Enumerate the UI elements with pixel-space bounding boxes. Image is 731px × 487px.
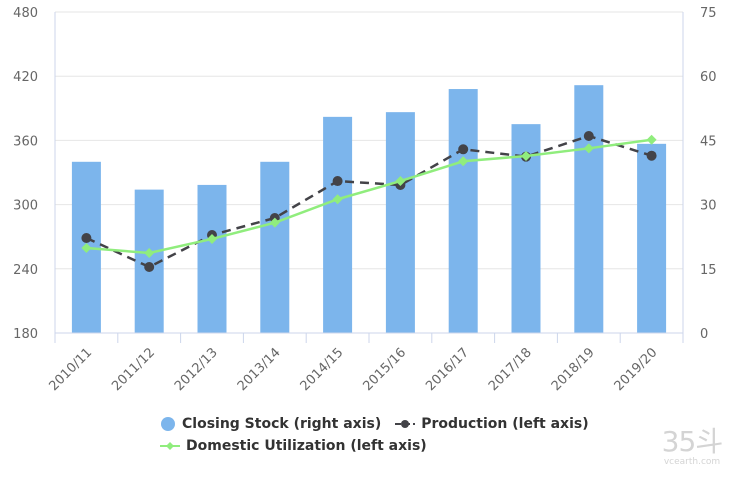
bar-closing-stock bbox=[574, 85, 604, 333]
bar-closing-stock bbox=[323, 116, 353, 333]
utilization-point bbox=[207, 233, 217, 244]
line-series-domestic-utilization bbox=[81, 134, 657, 258]
production-point bbox=[332, 176, 343, 187]
utilization-line-path bbox=[86, 138, 652, 255]
x-axis-tick-label: 2019/20 bbox=[612, 345, 661, 394]
utilization-point bbox=[583, 143, 594, 154]
left-axis-tick-label: 180 bbox=[13, 327, 38, 342]
x-axis-tick-label: 2015/16 bbox=[360, 345, 409, 394]
legend-label: Closing Stock (right axis) bbox=[182, 416, 382, 432]
right-axis-tick-label: 75 bbox=[700, 6, 717, 21]
left-axis-tick-label: 360 bbox=[13, 134, 38, 149]
production-point bbox=[583, 131, 594, 142]
x-axis-tick-label: 2012/13 bbox=[172, 345, 221, 394]
line-series-production bbox=[81, 131, 657, 272]
legend-label: Production (left axis) bbox=[421, 416, 589, 432]
legend-item-production[interactable]: Production (left axis) bbox=[395, 416, 589, 432]
legend-item-domestic-utilization[interactable]: Domestic Utilization (left axis) bbox=[160, 438, 427, 454]
production-point bbox=[458, 144, 469, 155]
production-point bbox=[144, 261, 155, 272]
utilization-point bbox=[144, 247, 155, 258]
x-axis-tick-label: 2013/14 bbox=[235, 345, 284, 394]
x-axis-tick-label: 2017/18 bbox=[486, 345, 535, 394]
left-axis-tick-label: 300 bbox=[13, 199, 38, 214]
right-axis-tick-label: 0 bbox=[700, 327, 708, 342]
right-axis-tick-label: 30 bbox=[700, 199, 717, 214]
watermark: 35斗 vcearth.com bbox=[660, 428, 724, 468]
utilization-point bbox=[395, 176, 406, 187]
left-axis-tick-label: 240 bbox=[13, 263, 38, 278]
utilization-point bbox=[269, 217, 280, 228]
x-axis-tick-label: 2018/19 bbox=[549, 345, 598, 394]
right-axis-tick-label: 60 bbox=[700, 70, 717, 85]
utilization-point bbox=[332, 194, 343, 205]
bar-closing-stock bbox=[637, 143, 667, 333]
bar-closing-stock bbox=[385, 112, 415, 333]
production-point bbox=[646, 150, 657, 161]
circle-marker-icon bbox=[161, 417, 175, 431]
legend-item-closing-stock[interactable]: Closing Stock (right axis) bbox=[160, 416, 381, 432]
x-axis-tick-label: 2016/17 bbox=[423, 345, 472, 394]
right-axis-tick-label: 15 bbox=[700, 263, 717, 278]
utilization-point bbox=[81, 243, 92, 254]
left-axis-labels: 180 240 300 360 420 480 bbox=[13, 6, 38, 342]
left-axis-tick-label: 420 bbox=[13, 70, 38, 85]
right-axis-labels: 0 15 30 45 60 75 bbox=[700, 6, 717, 342]
axes bbox=[54, 12, 684, 343]
x-axis-tick-label: 2011/12 bbox=[109, 345, 158, 394]
utilization-point bbox=[646, 134, 657, 145]
right-axis-tick-label: 45 bbox=[700, 134, 717, 149]
x-axis-labels: 2010/11 2011/12 2012/13 2013/14 2014/15 2015/… bbox=[46, 345, 660, 394]
watermark-url: vcearth.com bbox=[663, 457, 721, 467]
bar-closing-stock bbox=[260, 161, 290, 333]
bar-closing-stock bbox=[448, 89, 478, 333]
watermark-logo: 35斗 bbox=[661, 425, 724, 458]
bar-closing-stock bbox=[197, 184, 227, 333]
x-axis-tick-label: 2014/15 bbox=[298, 345, 347, 394]
dashed-line-circle-icon bbox=[395, 420, 416, 428]
bar-series-closing-stock bbox=[71, 85, 667, 333]
left-axis-tick-label: 480 bbox=[13, 6, 38, 21]
x-axis-tick-label: 2010/11 bbox=[46, 345, 95, 394]
production-point bbox=[81, 232, 92, 243]
line-diamond-icon bbox=[160, 442, 180, 450]
utilization-point bbox=[458, 156, 469, 167]
utilization-point bbox=[521, 151, 531, 162]
legend-label: Domestic Utilization (left axis) bbox=[186, 438, 427, 454]
